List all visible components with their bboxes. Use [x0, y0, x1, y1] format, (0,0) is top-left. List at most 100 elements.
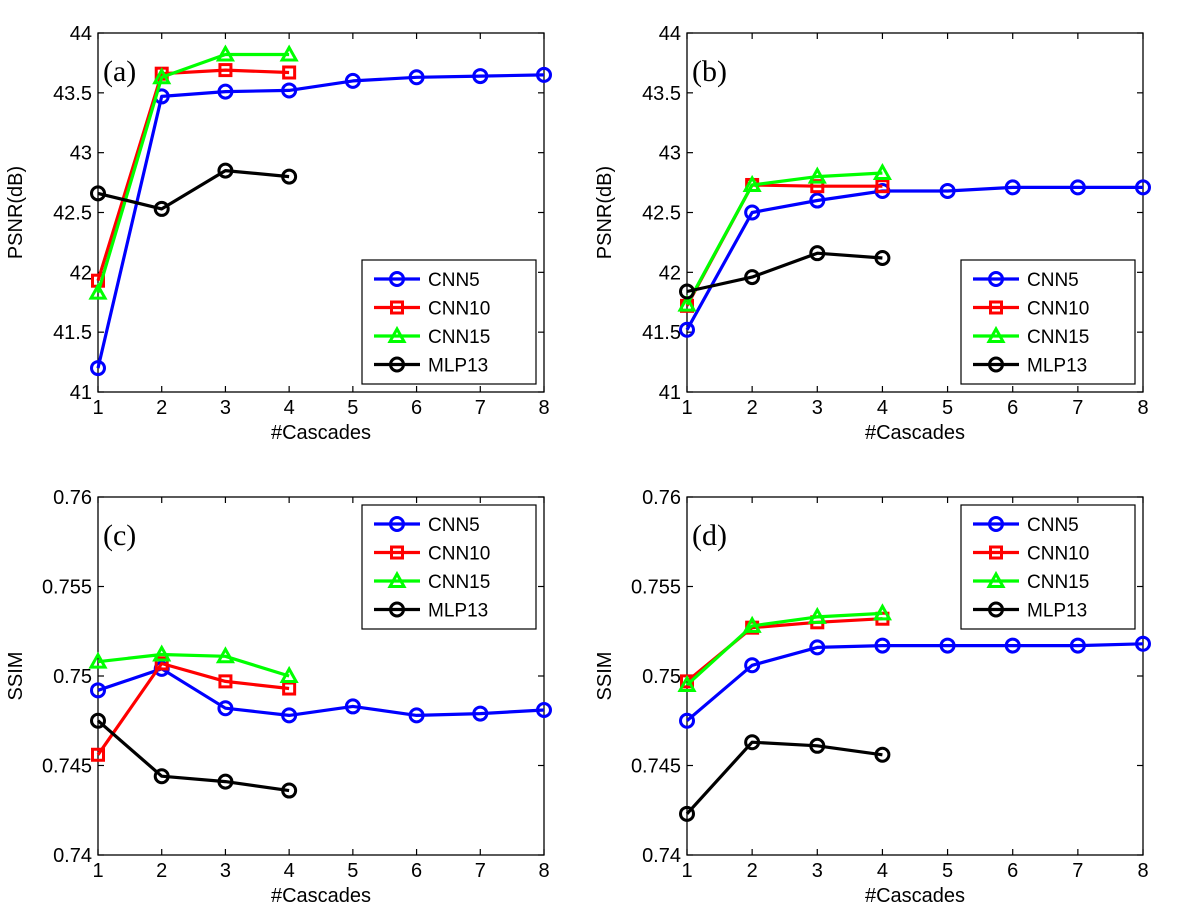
series-mlp13: [679, 734, 891, 822]
x-tick-label: 7: [475, 397, 486, 419]
legend-label: CNN10: [428, 299, 490, 320]
y-axis-label: SSIM: [594, 652, 616, 701]
data-point: [152, 67, 172, 85]
x-tick-label: 1: [92, 397, 103, 419]
data-point: [1135, 635, 1151, 652]
y-tick-label: 42: [659, 262, 681, 284]
x-tick-label: 7: [1072, 397, 1083, 419]
x-tick-label: 6: [1007, 860, 1018, 882]
data-point: [282, 681, 297, 696]
legend-marker: [390, 300, 404, 315]
y-tick-label: 42.5: [642, 203, 681, 225]
x-tick-label: 3: [812, 860, 823, 882]
data-point: [153, 768, 170, 785]
data-point: [744, 269, 761, 286]
legend-marker: [988, 601, 1004, 618]
data-point: [281, 707, 298, 724]
data-point: [809, 639, 826, 656]
y-tick-label: 41.5: [53, 322, 92, 344]
data-point: [744, 657, 761, 674]
legend: CNN5 CNN10 CNN15 MLP13: [361, 504, 537, 630]
x-tick-label: 4: [877, 860, 888, 882]
series-line: [685, 611, 883, 687]
legend-marker: [989, 545, 1003, 560]
legend: CNN5 CNN10 CNN15 MLP13: [960, 504, 1136, 630]
series-line: [97, 667, 545, 718]
series-line: [686, 251, 883, 294]
data-point: [809, 192, 826, 209]
x-tick-label: 1: [681, 860, 692, 882]
data-point: [217, 162, 234, 179]
data-point: [472, 705, 489, 722]
legend-label: CNN10: [1027, 299, 1089, 320]
series-line: [685, 171, 883, 306]
series-line: [97, 169, 290, 211]
legend-label: CNN15: [428, 572, 490, 593]
data-point: [536, 66, 552, 83]
data-point: [742, 615, 762, 633]
series-cnn15: [677, 162, 892, 312]
legend-item-cnn10: CNN10: [374, 544, 490, 565]
legend-label: CNN5: [1027, 270, 1079, 291]
data-point: [472, 68, 489, 85]
legend-marker: [989, 300, 1003, 315]
y-tick-label: 43: [659, 143, 681, 165]
y-axis-label: SSIM: [5, 652, 27, 701]
series-line: [96, 52, 290, 294]
y-tick-label: 41: [659, 382, 681, 404]
data-point: [679, 712, 695, 729]
legend-marker: [986, 325, 1006, 343]
y-tick-label: 44: [70, 23, 92, 45]
y-tick-label: 0.745: [42, 756, 92, 778]
x-tick-label: 3: [220, 397, 231, 419]
legend-label: CNN10: [1027, 544, 1089, 565]
y-tick-label: 0.75: [53, 666, 92, 688]
data-point: [88, 282, 108, 300]
legend-item-mlp13: MLP13: [374, 356, 488, 377]
legend-marker: [988, 516, 1004, 532]
data-point: [90, 185, 106, 202]
legend-label: CNN10: [428, 544, 490, 565]
legend-label: MLP13: [428, 601, 488, 622]
x-tick-label: 5: [942, 397, 953, 419]
data-point: [809, 737, 826, 754]
data-point: [152, 644, 172, 662]
series-cnn5: [679, 179, 1151, 338]
y-tick-label: 42.5: [53, 203, 92, 225]
series-line: [685, 740, 883, 815]
x-axis-label: #Cascades: [865, 422, 965, 444]
legend-marker: [387, 570, 407, 588]
data-point: [742, 174, 762, 192]
x-tick-label: 8: [1137, 860, 1148, 882]
data-point: [281, 82, 298, 99]
legend-item-cnn10: CNN10: [973, 299, 1089, 320]
data-point: [90, 360, 106, 377]
x-axis-label: #Cascades: [865, 885, 965, 907]
legend-marker: [389, 356, 405, 373]
x-tick-label: 8: [538, 860, 549, 882]
data-point: [88, 651, 108, 669]
data-point: [679, 805, 695, 822]
data-point: [215, 44, 235, 62]
data-point: [344, 698, 361, 715]
legend-item-cnn15: CNN15: [973, 570, 1089, 593]
legend-label: CNN15: [1027, 572, 1089, 593]
data-point: [218, 63, 233, 78]
data-point: [874, 637, 891, 654]
legend: CNN5 CNN10 CNN15 MLP13: [361, 259, 537, 385]
legend-item-mlp13: MLP13: [973, 356, 1087, 377]
y-tick-label: 0.745: [631, 756, 681, 778]
x-tick-label: 1: [92, 860, 103, 882]
data-point: [215, 646, 235, 664]
series-cnn15: [677, 603, 892, 692]
legend-label: CNN15: [1027, 327, 1089, 348]
legend-item-cnn15: CNN15: [973, 325, 1089, 348]
x-tick-label: 2: [156, 860, 167, 882]
panel-label: (b): [692, 55, 727, 88]
y-tick-label: 41.5: [642, 322, 681, 344]
series-cnn10: [91, 656, 297, 762]
data-point: [939, 182, 956, 199]
chart-panel-c: 1 2 3 4 5 6 7 8 0.74 0.745 0.75 0.755 0.76 #Cascades S…: [5, 487, 552, 907]
series-cnn5: [679, 635, 1151, 729]
